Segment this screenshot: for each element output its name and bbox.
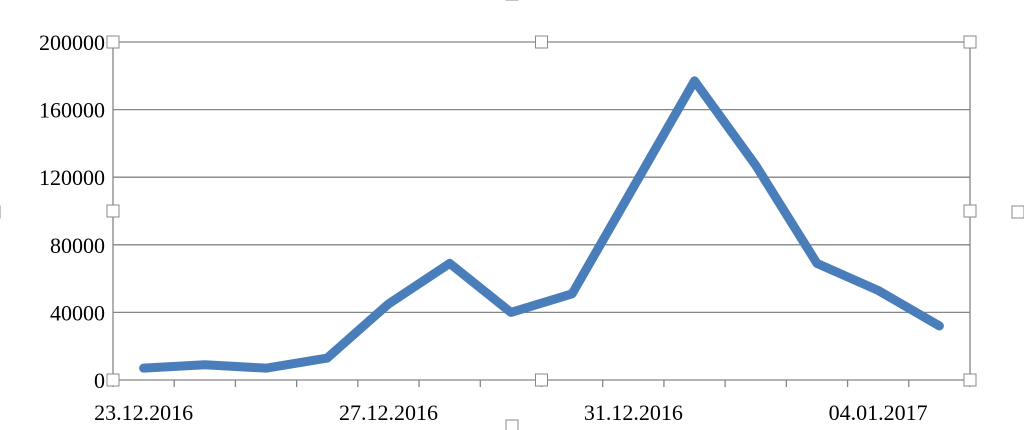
plot-area-resize-handle[interactable] [106, 204, 120, 218]
plot-area-resize-handle[interactable] [963, 204, 977, 218]
plot-area-resize-handle[interactable] [106, 373, 120, 387]
plot-area-resize-handle[interactable] [535, 373, 548, 387]
x-tick-label: 27.12.2016 [339, 400, 438, 425]
series-line[interactable] [139, 76, 944, 373]
plot-area-resize-handle[interactable] [963, 35, 977, 49]
x-tick-label: 31.12.2016 [584, 400, 683, 425]
plot-area-resize-handle[interactable] [106, 35, 120, 49]
x-tick-label: 23.12.2016 [94, 400, 193, 425]
y-tick-label: 160000 [39, 98, 105, 123]
plot-area-resize-handle[interactable] [535, 35, 548, 49]
y-tick-label: 80000 [50, 233, 105, 258]
chart-resize-handle[interactable] [1011, 205, 1024, 219]
y-tick-label: 120000 [39, 165, 105, 190]
chart-resize-handle[interactable] [505, 419, 519, 430]
y-tick-label: 40000 [50, 300, 105, 325]
plot-area-resize-handle[interactable] [963, 373, 977, 387]
y-tick-label: 200000 [39, 30, 105, 55]
y-tick-label: 0 [94, 368, 105, 393]
x-tick-label: 04.01.2017 [829, 400, 928, 425]
